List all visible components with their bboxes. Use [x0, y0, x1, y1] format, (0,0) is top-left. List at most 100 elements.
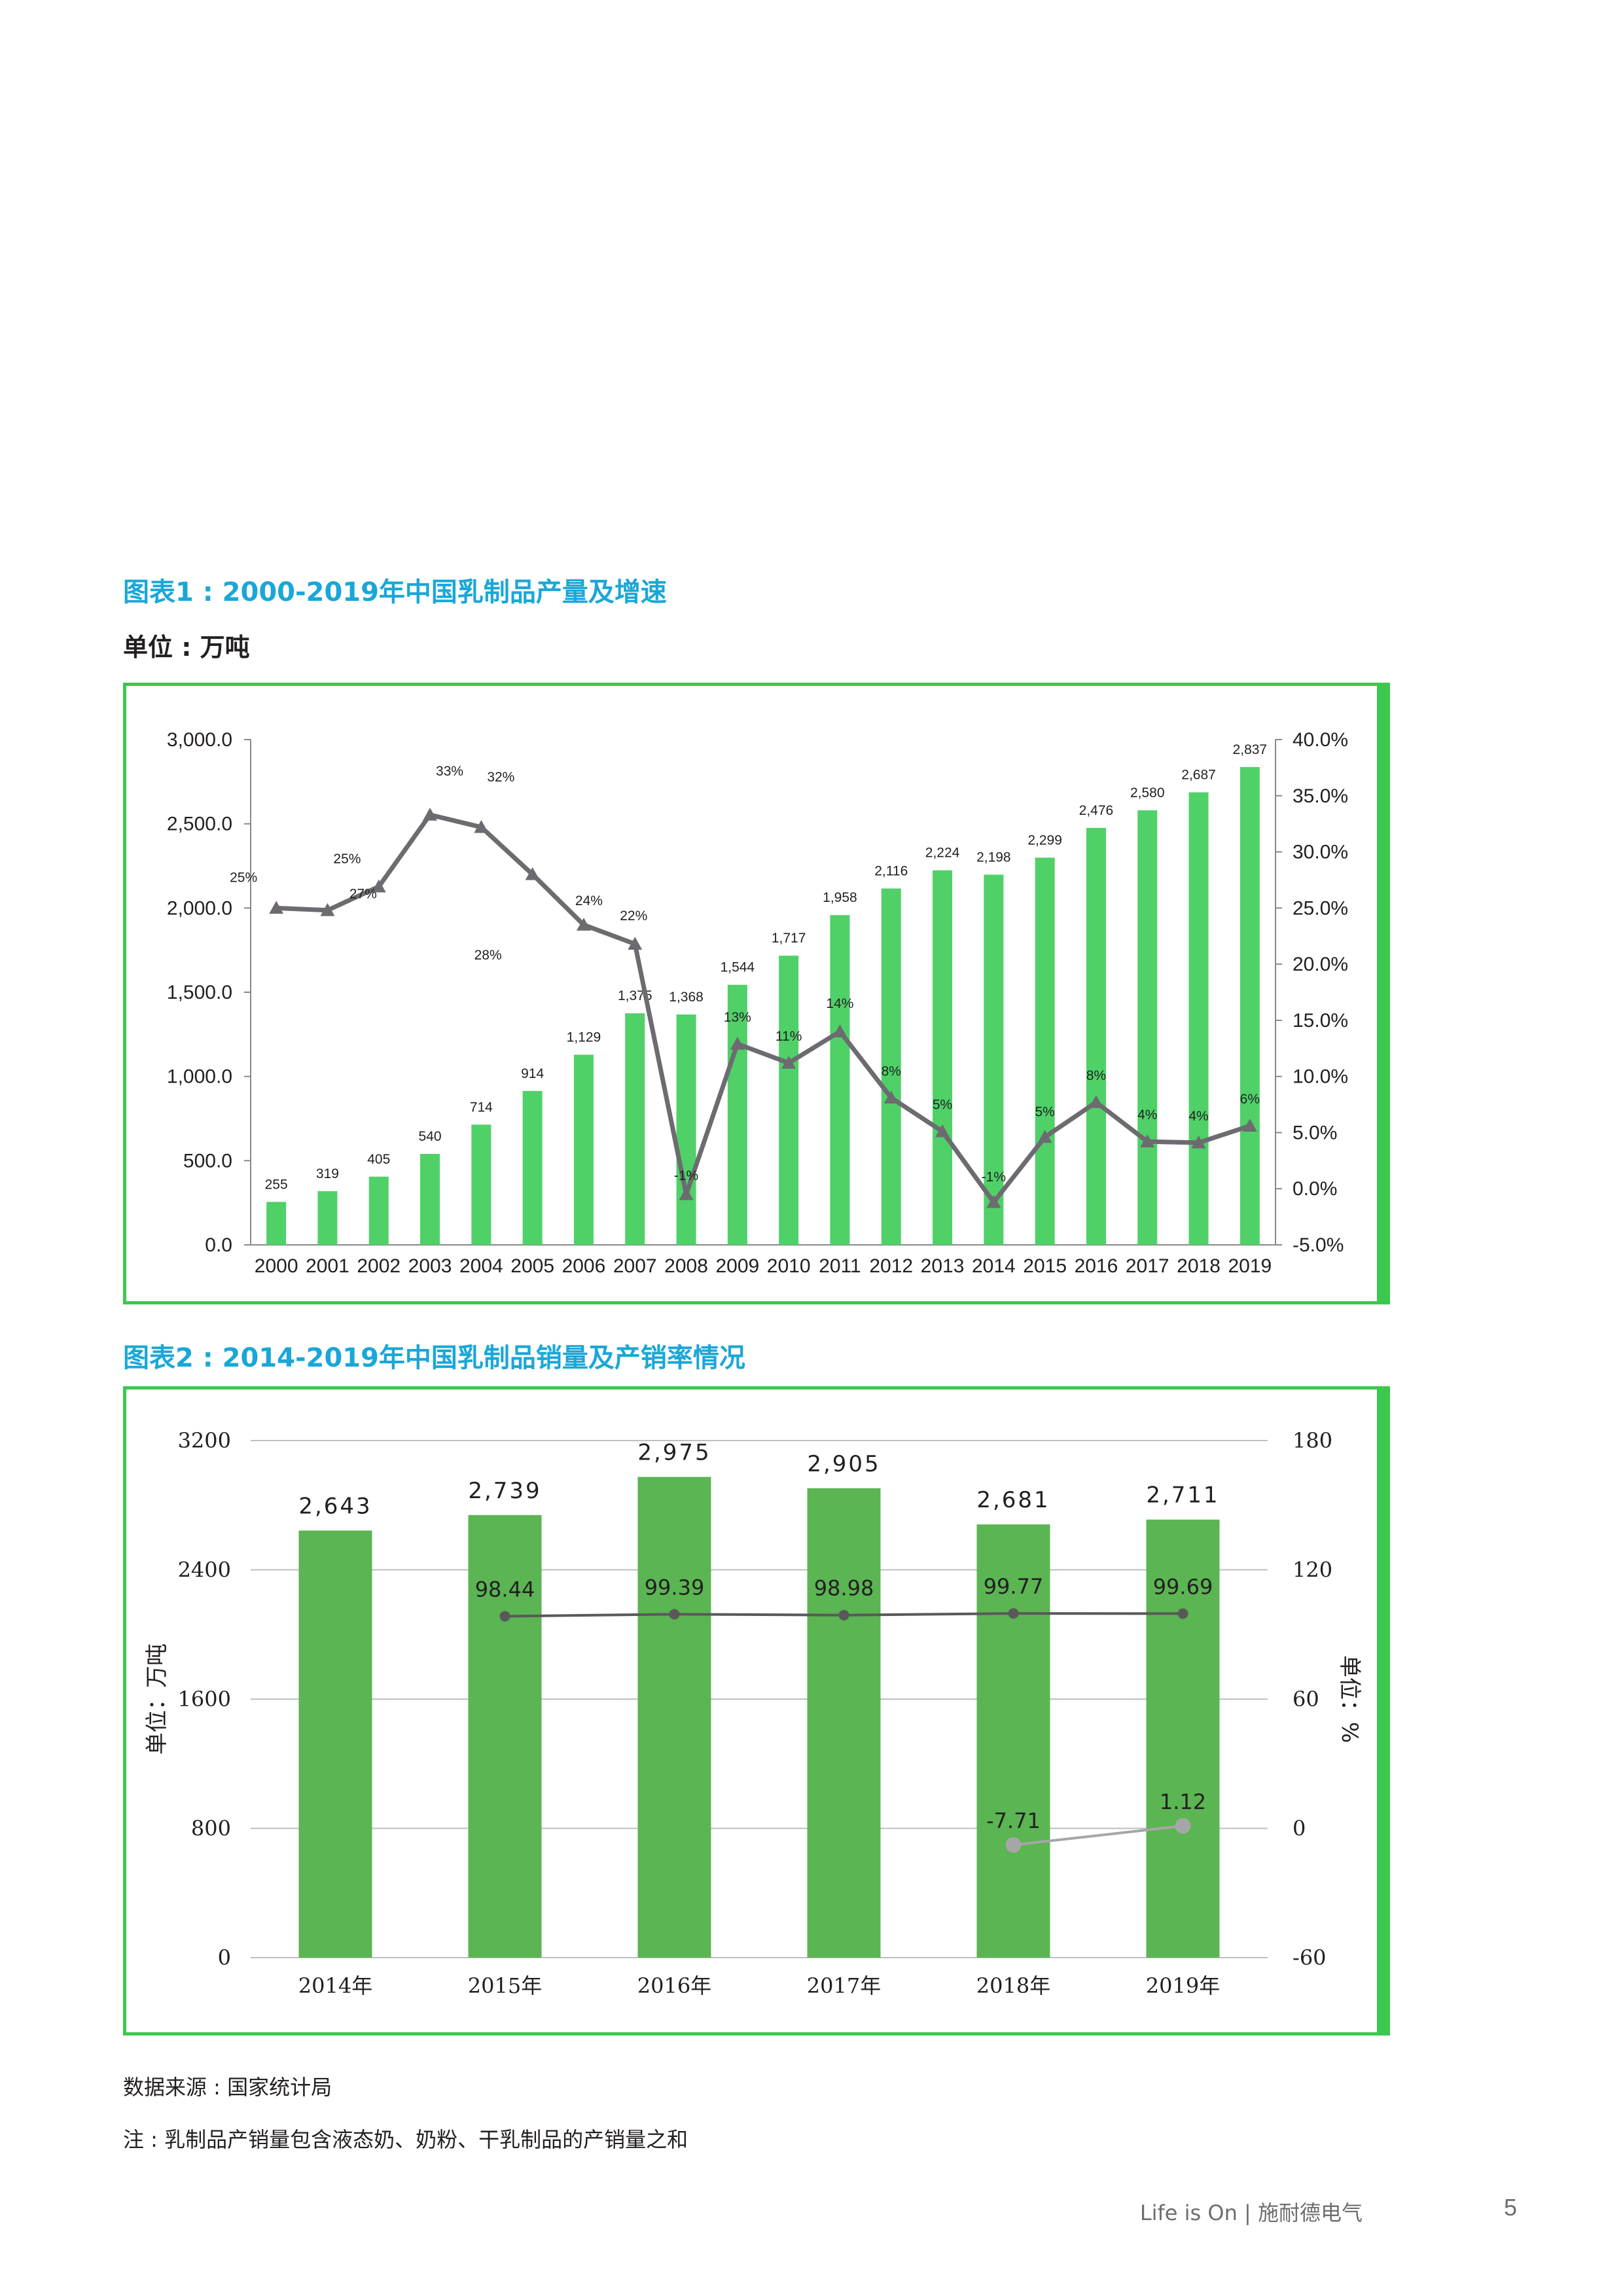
chart1-bar-label: 1,958 — [823, 890, 857, 905]
chart1-growth-label: 28% — [474, 948, 502, 963]
chart1-bar-label: 1,368 — [669, 990, 704, 1005]
chart1-xtick-label: 2007 — [613, 1255, 657, 1277]
chart1-bar-label: 2,224 — [925, 846, 960, 861]
chart1-ytick-label: 3,000.0 — [167, 729, 232, 751]
chart2-y2label: 单位：% — [1336, 1655, 1363, 1743]
chart1-growth-marker — [1242, 1119, 1257, 1132]
chart1-xtick-label: 2014 — [972, 1255, 1016, 1277]
chart1-growth-label: 22% — [620, 908, 647, 924]
chart1-growth-label: 32% — [487, 770, 514, 785]
chart1-growth-marker — [371, 879, 386, 893]
chart1-ytick-label: 0.0 — [205, 1234, 232, 1256]
chart1-xtick-label: 2003 — [408, 1255, 452, 1277]
chart1-growth-marker — [883, 1090, 899, 1104]
chart1-bar — [266, 1202, 287, 1245]
chart2-growth-marker — [1175, 1818, 1191, 1834]
chart1-bar — [1240, 766, 1260, 1245]
chart1-bar-label: 319 — [316, 1166, 339, 1181]
chart1-ytick-label: 1,500.0 — [167, 982, 232, 1003]
chart1-growth-marker — [1088, 1095, 1103, 1108]
chart1-ytick-label: 2,500.0 — [167, 814, 232, 835]
chart1-bar-label: 2,687 — [1181, 768, 1216, 783]
chart1-bar — [933, 870, 953, 1245]
chart1-title: 图表1 : 2000-2019年中国乳制品产量及增速 — [123, 577, 667, 607]
chart1-bar — [317, 1191, 338, 1245]
chart2-rate-label: 98.98 — [814, 1576, 874, 1601]
chart1-svg: 0.0 500.0 1,000.0 1,500.0 2,000.0 2,500.0 3,00… — [167, 729, 1348, 1277]
chart2-xtick-label: 2016年 — [637, 1973, 711, 1998]
chart1-bar-label: 255 — [265, 1177, 288, 1192]
chart1-xtick-label: 2002 — [357, 1255, 401, 1277]
chart1-bar — [573, 1054, 594, 1245]
chart2-rate-label: 99.77 — [984, 1574, 1044, 1599]
chart1-y2tick-label: 15.0% — [1293, 1010, 1348, 1031]
chart1-xtick-label: 2013 — [921, 1255, 965, 1277]
chart1-growth-label: 14% — [826, 996, 853, 1011]
chart1-xtick-label: 2015 — [1023, 1255, 1067, 1277]
chart1-growth-label: -1% — [982, 1170, 1006, 1185]
chart2-bar-label: 2,739 — [468, 1478, 541, 1504]
chart2-ytick-label: 0 — [218, 1945, 231, 1970]
chart1-growth-line — [276, 812, 1251, 1205]
chart1-xtick-label: 2010 — [767, 1255, 811, 1277]
chart1-bar — [779, 956, 799, 1245]
chart2-rate-marker — [1177, 1608, 1188, 1619]
chart1-growth-marker — [986, 1194, 1001, 1208]
chart1-growth-label: 25% — [333, 852, 361, 867]
chart2-ytick-label: 2400 — [178, 1558, 231, 1583]
chart1-xtick-label: 2018 — [1177, 1255, 1221, 1277]
chart1-bar — [881, 888, 901, 1245]
chart2-growth-label: -7.71 — [986, 1808, 1041, 1833]
chart1-growth-marker — [1191, 1135, 1206, 1149]
chart1-bar-label: 1,717 — [772, 931, 806, 946]
chart1-xtick-label: 2004 — [459, 1255, 503, 1277]
chart2-bar — [637, 1477, 711, 1958]
chart2-bar-label: 2,711 — [1146, 1482, 1219, 1509]
chart2-xtick-label: 2014年 — [298, 1973, 372, 1998]
chart1-xtick-label: 2006 — [562, 1255, 606, 1277]
chart1-xtick-label: 2000 — [255, 1255, 298, 1277]
chart2-rate-marker — [499, 1611, 510, 1622]
chart1-xtick-label: 2008 — [664, 1255, 708, 1277]
chart2-bar — [807, 1488, 881, 1958]
chart2-growth-marker — [1005, 1837, 1022, 1853]
chart1-growth-marker — [474, 819, 489, 833]
chart2-rate-marker — [669, 1609, 680, 1620]
chart1-y2tick-label: 10.0% — [1293, 1066, 1348, 1088]
chart2-y2tick-label: 0 — [1293, 1816, 1306, 1841]
chart2-ylabel: 单位：万吨 — [144, 1643, 170, 1755]
chart1-bar — [1188, 792, 1209, 1245]
chart1-ytick-label: 1,000.0 — [167, 1066, 232, 1088]
chart1-growth-label: 24% — [575, 893, 603, 908]
chart1-growth-marker — [679, 1187, 694, 1200]
chart1-bar-label: 2,116 — [874, 863, 908, 878]
chart2-growth-label: 1.12 — [1160, 1789, 1206, 1814]
chart1-y2tick-label: 35.0% — [1293, 785, 1348, 807]
footer-brand: Life is On | 施耐德电气 — [1139, 2200, 1363, 2225]
chart1-y2tick-label: 40.0% — [1293, 729, 1348, 751]
chart1-y2tick-label: 5.0% — [1293, 1122, 1337, 1143]
chart2-growth-line — [1013, 1824, 1183, 1846]
chart1-ytick-label: 500.0 — [183, 1150, 232, 1172]
chart1-bar — [1137, 810, 1158, 1245]
chart1-ytick-label: 2,000.0 — [167, 897, 232, 919]
chart1-growth-marker — [730, 1036, 745, 1050]
chart1-growth-label: 11% — [776, 1029, 802, 1044]
chart2-xtick-label: 2018年 — [976, 1973, 1050, 1998]
chart2-svg: 0 800 1600 2400 3200 -60 0 60 120 180 单位：万吨 单位：% 2,6… — [144, 1428, 1363, 1998]
chart2-xtick-label: 2019年 — [1146, 1973, 1220, 1998]
chart1-bar-label: 2,198 — [976, 850, 1011, 865]
chart1-bar-label: 1,544 — [721, 960, 755, 975]
chart1-bar — [676, 1014, 696, 1245]
chart1-bar — [471, 1124, 491, 1245]
chart1-growth-label: 13% — [724, 1010, 751, 1025]
chart1-bar-label: 714 — [470, 1100, 493, 1115]
chart1-bar-label: 914 — [521, 1066, 544, 1081]
chart1-frame: 0.0 500.0 1,000.0 1,500.0 2,000.0 2,500.0 3,00… — [123, 683, 1390, 1304]
chart2-rate-marker — [838, 1609, 849, 1621]
chart1-y2tick-label: 20.0% — [1293, 954, 1348, 975]
chart2-rate-label: 98.44 — [475, 1577, 535, 1602]
chart2-bar-label: 2,681 — [976, 1487, 1050, 1513]
chart1-bar — [727, 984, 747, 1245]
chart1-y2tick-label: -5.0% — [1293, 1234, 1344, 1256]
